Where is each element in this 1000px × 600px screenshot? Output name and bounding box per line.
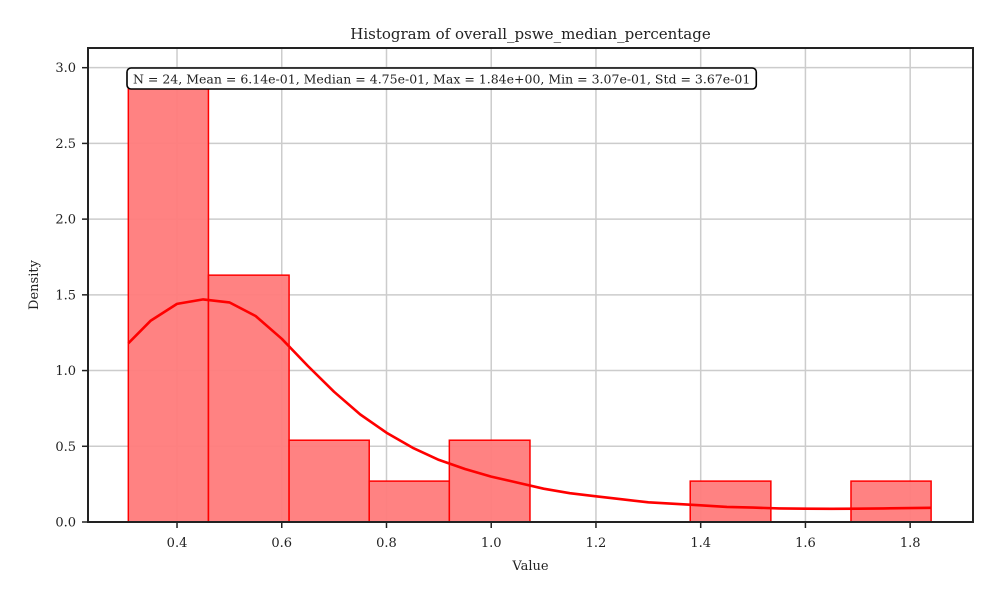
histogram-bar <box>448 439 531 523</box>
y-axis-title: Density <box>27 259 42 310</box>
histogram-bar <box>288 439 370 523</box>
y-tick-label: 1.0 <box>55 364 76 379</box>
x-tick-label: 1.0 <box>481 536 502 551</box>
histogram-bar <box>207 274 290 523</box>
stats-text: N = 24, Mean = 6.14e-01, Median = 4.75e-… <box>133 72 750 87</box>
stats-annotation-box: N = 24, Mean = 6.14e-01, Median = 4.75e-… <box>126 67 758 90</box>
x-tick-label: 1.8 <box>900 536 921 551</box>
axes-frame <box>87 47 974 523</box>
y-tick-label: 0.5 <box>55 440 76 455</box>
y-tick-label: 2.0 <box>55 213 76 228</box>
axis-ticks: 0.4 0.6 0.8 1.0 1.2 1.4 1.6 1.8 0.0 0.5 1.0 1.5 2.0 2… <box>55 61 920 551</box>
x-tick-label: 0.6 <box>271 536 292 551</box>
x-tick-label: 1.4 <box>690 536 711 551</box>
x-tick-label: 1.6 <box>795 536 816 551</box>
stats-box-border <box>126 67 758 90</box>
y-tick-label: 0.0 <box>55 516 76 531</box>
kde-curve <box>127 298 932 511</box>
x-tick-label: 0.8 <box>376 536 397 551</box>
x-tick-label: 1.2 <box>586 536 607 551</box>
chart-title: Histogram of overall_pswe_median_percent… <box>350 25 711 43</box>
kde-curve-group <box>127 298 932 511</box>
x-tick-label: 0.4 <box>167 536 188 551</box>
y-tick-label: 2.5 <box>55 137 76 152</box>
x-axis-title: Value <box>511 559 548 574</box>
y-tick-label: 3.0 <box>55 61 76 76</box>
histogram-bar <box>850 480 932 523</box>
y-tick-label: 1.5 <box>55 288 76 303</box>
histogram-bar <box>368 480 451 523</box>
histogram-bar <box>127 85 210 523</box>
histogram-bar <box>689 480 772 523</box>
